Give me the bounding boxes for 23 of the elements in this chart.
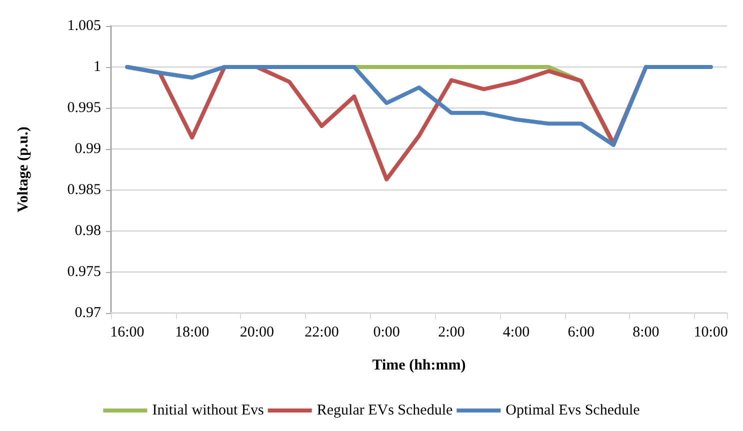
legend-label: Initial without Evs (152, 402, 264, 418)
y-tick-label: 0.985 (67, 182, 101, 198)
y-axis-title: Voltage (p.u.) (16, 126, 32, 212)
x-tick-label: 0:00 (373, 324, 400, 340)
y-tick-label: 1 (94, 59, 101, 75)
y-tick-label: 0.98 (74, 223, 101, 239)
legend-label: Optimal Evs Schedule (506, 402, 640, 418)
x-tick-label: 20:00 (240, 324, 274, 340)
x-tick-label: 4:00 (502, 324, 530, 340)
y-tick-label: 0.975 (67, 264, 101, 280)
x-tick-label: 2:00 (438, 324, 465, 340)
x-tick-label: 10:00 (694, 324, 728, 340)
legend-label: Regular EVs Schedule (316, 402, 453, 418)
y-tick-label: 0.995 (67, 100, 101, 116)
y-tick-label: 0.99 (74, 141, 101, 157)
x-tick-label: 18:00 (174, 324, 210, 340)
x-tick-label: 22:00 (304, 324, 339, 340)
x-tick-label: 16:00 (110, 324, 144, 340)
y-tick-label: 0.97 (74, 305, 102, 321)
x-axis-title: Time (hh:mm) (372, 358, 466, 374)
x-tick-label: 6:00 (568, 324, 594, 340)
y-tick-label: 1.005 (67, 18, 101, 34)
x-tick-label: 8:00 (632, 324, 660, 340)
